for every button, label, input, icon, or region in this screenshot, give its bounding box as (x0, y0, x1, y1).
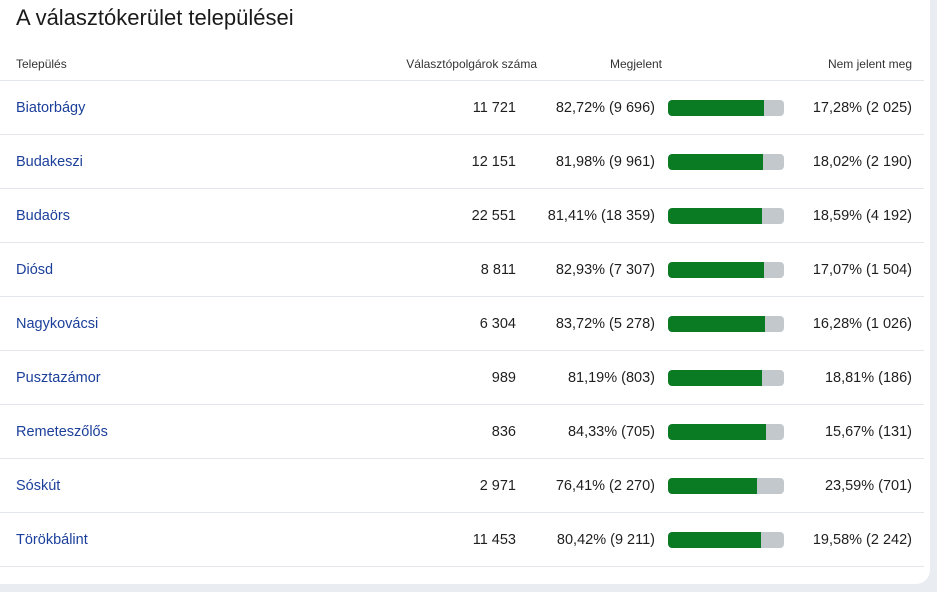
turnout-bar (668, 370, 784, 386)
voters-count: 11 453 (472, 532, 516, 548)
turnout-bar (668, 100, 784, 116)
absent-value: 17,28% (2 025) (812, 100, 912, 116)
turnout-bar (668, 532, 784, 548)
turnout-value: 81,98% (9 961) (555, 154, 655, 170)
column-header-absent: Nem jelent meg (827, 57, 912, 71)
turnout-bar-fill (668, 370, 763, 386)
absent-value: 18,02% (2 190) (812, 154, 912, 170)
column-header-present: Megjelent (609, 57, 662, 71)
column-header-town: Település (16, 57, 67, 71)
table-row: Törökbálint 11 453 80,42% (9 211) 19,58% (2… (0, 513, 924, 567)
page-title: A választókerület települései (16, 5, 294, 30)
turnout-value: 84,33% (705) (567, 424, 655, 440)
turnout-bar-fill (668, 424, 766, 440)
voters-count: 11 721 (472, 100, 516, 116)
turnout-bar (668, 316, 784, 332)
turnout-bar-fill (668, 154, 764, 170)
table-header: Település Választópolgárok száma Megjele… (0, 48, 924, 81)
turnout-value: 76,41% (2 270) (555, 478, 655, 494)
town-link[interactable]: Pusztazámor (16, 370, 101, 386)
voters-count: 836 (491, 424, 516, 440)
table-row: Pusztazámor 989 81,19% (803) 18,81% (186) (0, 351, 924, 405)
voters-count: 8 811 (480, 262, 516, 278)
absent-value: 16,28% (1 026) (812, 316, 912, 332)
table-row: Nagykovácsi 6 304 83,72% (5 278) 16,28% (1 … (0, 297, 924, 351)
absent-value: 18,59% (4 192) (812, 208, 912, 224)
town-link[interactable]: Budakeszi (16, 154, 83, 170)
town-link[interactable]: Sóskút (16, 478, 61, 494)
turnout-bar-fill (668, 262, 765, 278)
turnout-value: 82,72% (9 696) (555, 100, 655, 116)
turnout-bar-fill (668, 316, 766, 332)
turnout-bar (668, 208, 784, 224)
turnout-value: 81,41% (18 359) (547, 208, 655, 224)
turnout-value: 81,19% (803) (567, 370, 655, 386)
table-body: Biatorbágy 11 721 82,72% (9 696) 17,28% (2 … (0, 81, 924, 567)
turnout-bar-fill (668, 532, 762, 548)
turnout-bar (668, 478, 784, 494)
voters-count: 12 151 (471, 154, 516, 170)
turnout-bar-fill (668, 208, 763, 224)
town-link[interactable]: Törökbálint (16, 532, 88, 548)
town-link[interactable]: Diósd (16, 262, 54, 278)
absent-value: 19,58% (2 242) (812, 532, 912, 548)
turnout-bar-fill (668, 100, 764, 116)
voters-count: 6 304 (479, 316, 516, 332)
turnout-bar (668, 262, 784, 278)
town-link[interactable]: Nagykovácsi (16, 316, 99, 332)
absent-value: 23,59% (701) (824, 478, 912, 494)
absent-value: 17,07% (1 504) (812, 262, 912, 278)
turnout-bar-fill (668, 478, 757, 494)
absent-value: 15,67% (131) (824, 424, 912, 440)
settlements-card: A választókerület települései Település … (0, 0, 930, 584)
turnout-bar (668, 154, 784, 170)
voters-count: 2 971 (479, 478, 516, 494)
turnout-value: 80,42% (9 211) (556, 532, 655, 548)
turnout-value: 83,72% (5 278) (555, 316, 655, 332)
voters-count: 22 551 (471, 208, 516, 224)
table-row: Remeteszőlős 836 84,33% (705) 15,67% (131) (0, 405, 924, 459)
table-row: Biatorbágy 11 721 82,72% (9 696) 17,28% (2 … (0, 81, 924, 135)
table-row: Budakeszi 12 151 81,98% (9 961) 18,02% (2 1… (0, 135, 924, 189)
absent-value: 18,81% (186) (824, 370, 912, 386)
voters-count: 989 (491, 370, 516, 386)
table-row: Diósd 8 811 82,93% (7 307) 17,07% (1 504) (0, 243, 924, 297)
table-row: Sóskút 2 971 76,41% (2 270) 23,59% (701) (0, 459, 924, 513)
town-link[interactable]: Budaörs (16, 208, 71, 224)
column-header-voters: Választópolgárok száma (406, 57, 537, 71)
turnout-value: 82,93% (7 307) (555, 262, 655, 278)
turnout-bar (668, 424, 784, 440)
table-row: Budaörs 22 551 81,41% (18 359) 18,59% (4 19… (0, 189, 924, 243)
town-link[interactable]: Remeteszőlős (16, 424, 108, 440)
town-link[interactable]: Biatorbágy (16, 100, 86, 116)
